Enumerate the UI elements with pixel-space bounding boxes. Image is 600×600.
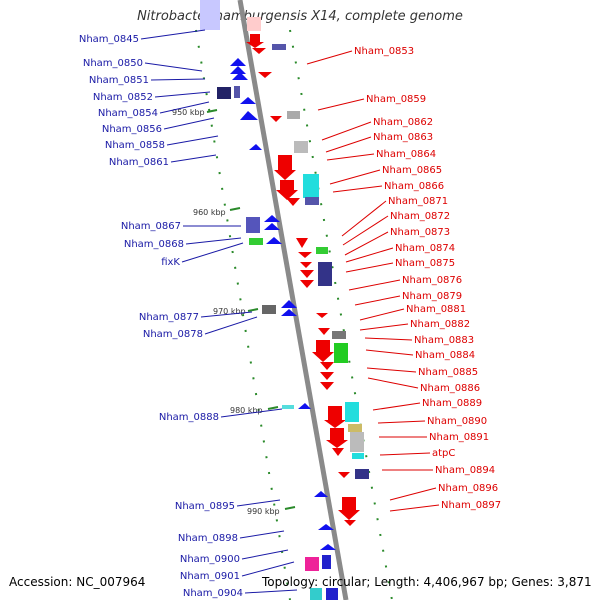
- label-nham-0845: Nham_0845: [79, 34, 139, 45]
- right-leaders: [306, 50, 440, 512]
- label-nham-0854: Nham_0854: [98, 108, 158, 119]
- label-nham-0852: Nham_0852: [93, 92, 153, 103]
- label-nham-0868: Nham_0868: [124, 239, 184, 250]
- label-nham-0877: Nham_0877: [139, 312, 199, 323]
- scale-label-990: 990 kbp: [247, 507, 280, 516]
- gene-0878: [281, 309, 297, 316]
- scale-label-950: 950 kbp: [172, 108, 205, 117]
- minus-strand-genes: [200, 0, 338, 600]
- label-nham-0883: Nham_0883: [414, 335, 474, 346]
- gene-0858: [249, 144, 262, 150]
- label-nham-0901: Nham_0901: [180, 571, 240, 582]
- label-nham-0879: Nham_0879: [402, 291, 462, 302]
- label-nham-0895: Nham_0895: [175, 501, 235, 512]
- label-nham-0874: Nham_0874: [395, 243, 455, 254]
- label-nham-0885: Nham_0885: [418, 367, 478, 378]
- label-nham-0878: Nham_0878: [143, 329, 203, 340]
- gene-0901: [322, 555, 331, 569]
- label-nham-0881: Nham_0881: [406, 304, 466, 315]
- gene-0867b: [264, 215, 280, 222]
- gene-0898: [318, 524, 334, 530]
- label-nham-0904: Nham_0904: [183, 588, 243, 599]
- topology-text: Topology: circular; Length: 4,406,967 bp…: [262, 575, 592, 589]
- label-nham-0888: Nham_0888: [159, 412, 219, 423]
- label-nham-0867: Nham_0867: [121, 221, 181, 232]
- gene-0877: [262, 305, 276, 314]
- accession-text: Accession: NC_007964: [9, 575, 146, 589]
- label-nham-0875: Nham_0875: [395, 258, 455, 269]
- label-nham-0864: Nham_0864: [376, 149, 436, 160]
- label-nham-0894: Nham_0894: [435, 465, 495, 476]
- gene-0888b: [298, 403, 311, 409]
- label-nham-0865: Nham_0865: [382, 165, 442, 176]
- right-labels: Nham_0853 Nham_0859 Nham_0862 Nham_0863 …: [354, 46, 501, 511]
- label-nham-0884: Nham_0884: [415, 350, 475, 361]
- gene-0854: [240, 97, 256, 104]
- left-labels: Nham_0845 Nham_0850 Nham_0851 Nham_0852 …: [79, 34, 243, 599]
- gene-0877b: [281, 300, 297, 308]
- label-nham-0853: Nham_0853: [354, 46, 414, 57]
- gene-0900: [320, 544, 336, 550]
- gene-0867c: [264, 223, 280, 230]
- label-nham-0856: Nham_0856: [102, 124, 162, 135]
- gene-0867: [246, 217, 260, 233]
- label-nham-0891: Nham_0891: [429, 432, 489, 443]
- label-nham-0897: Nham_0897: [441, 500, 501, 511]
- label-nham-0866: Nham_0866: [384, 181, 444, 192]
- label-nham-0861: Nham_0861: [109, 157, 169, 168]
- label-nham-0862: Nham_0862: [373, 117, 433, 128]
- gene-0856: [240, 111, 258, 120]
- tick-guides: [195, 29, 393, 600]
- label-atpc: atpC: [432, 448, 455, 459]
- label-nham-0871: Nham_0871: [388, 196, 448, 207]
- label-nham-0889: Nham_0889: [422, 398, 482, 409]
- gene-0868: [249, 238, 263, 245]
- plus-strand-genes: [246, 17, 369, 526]
- scale-label-980: 980 kbp: [230, 406, 263, 415]
- label-fixk: fixK: [161, 257, 180, 268]
- label-nham-0850: Nham_0850: [83, 58, 143, 69]
- gene-0852: [217, 87, 231, 99]
- label-nham-0858: Nham_0858: [105, 140, 165, 151]
- scale-label-960: 960 kbp: [193, 208, 226, 217]
- label-nham-0851: Nham_0851: [89, 75, 149, 86]
- label-nham-0882: Nham_0882: [410, 319, 470, 330]
- gene-0850: [230, 58, 246, 66]
- gene-0852b: [234, 86, 240, 98]
- label-nham-0876: Nham_0876: [402, 275, 462, 286]
- gene-0845: [200, 0, 220, 30]
- gene-fixK: [266, 237, 282, 244]
- scale-label-970: 970 kbp: [213, 307, 246, 316]
- gene-0904b: [326, 588, 338, 600]
- label-nham-0900: Nham_0900: [180, 554, 240, 565]
- label-nham-0898: Nham_0898: [178, 533, 238, 544]
- label-nham-0872: Nham_0872: [390, 211, 450, 222]
- gene-0850b: [230, 66, 246, 74]
- label-nham-0886: Nham_0886: [420, 383, 480, 394]
- genome-backbone: [237, 0, 349, 600]
- label-nham-0859: Nham_0859: [366, 94, 426, 105]
- gene-0888: [282, 405, 294, 409]
- gene-0904: [310, 588, 322, 600]
- gene-0851: [232, 72, 248, 80]
- label-nham-0896: Nham_0896: [438, 483, 498, 494]
- label-nham-0873: Nham_0873: [390, 227, 450, 238]
- gene-0900b: [305, 557, 319, 571]
- scale-ticks: [206, 109, 296, 510]
- left-leaders: [140, 29, 298, 594]
- label-nham-0890: Nham_0890: [427, 416, 487, 427]
- label-nham-0863: Nham_0863: [373, 132, 433, 143]
- gene-0895: [314, 491, 328, 497]
